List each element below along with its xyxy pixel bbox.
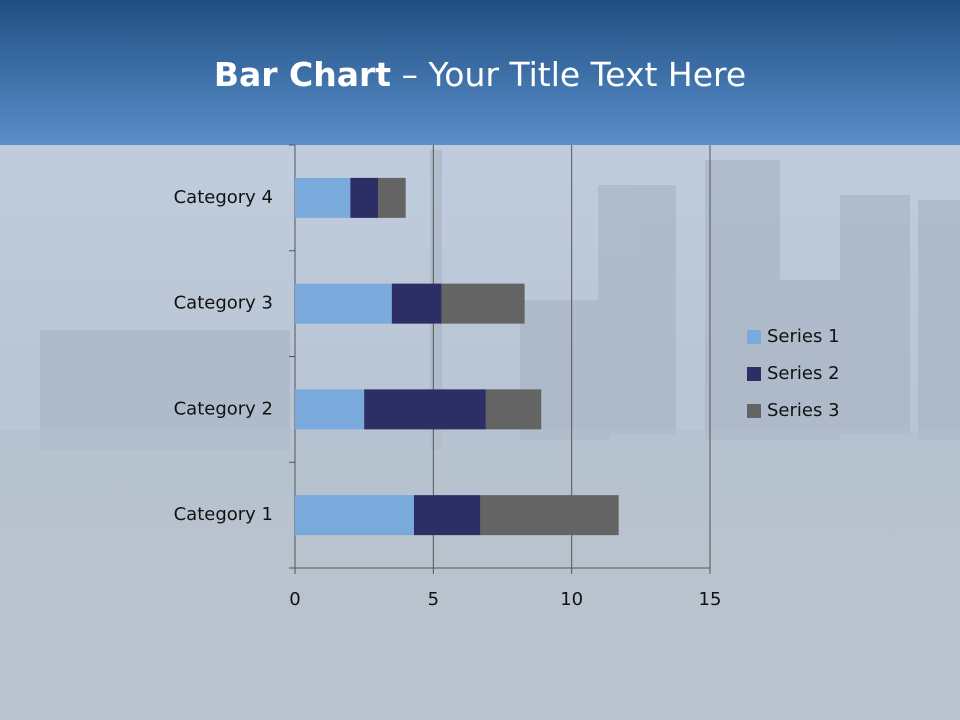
slide-title: Bar Chart – Your Title Text Here (214, 55, 746, 94)
bar-segment (441, 283, 525, 324)
bar-segment (295, 283, 392, 324)
title-bar (0, 0, 960, 145)
bar-segment (350, 177, 378, 218)
legend-label: Series 3 (767, 400, 840, 421)
y-tick-label: Category 4 (174, 187, 273, 208)
bar-segment (364, 389, 486, 430)
legend-label: Series 1 (767, 326, 840, 347)
water-decoration (0, 430, 960, 720)
x-tick-label: 0 (289, 589, 300, 610)
legend-swatch (747, 367, 761, 381)
legend-label: Series 2 (767, 363, 840, 384)
bar-segment (295, 177, 351, 218)
bar-segment (485, 389, 542, 430)
y-tick-label: Category 2 (174, 398, 273, 419)
legend-swatch (747, 330, 761, 344)
x-tick-label: 5 (428, 589, 439, 610)
bar-segment (413, 495, 481, 536)
bar-segment (378, 177, 406, 218)
y-tick-label: Category 3 (174, 293, 273, 314)
legend-swatch (747, 404, 761, 418)
x-tick-label: 10 (560, 589, 583, 610)
title-rest: – Your Title Text Here (391, 55, 746, 94)
title-bold: Bar Chart (214, 55, 391, 94)
y-tick-label: Category 1 (174, 504, 273, 525)
bar-segment (391, 283, 442, 324)
x-tick-label: 15 (699, 589, 722, 610)
bar-segment (295, 389, 365, 430)
bar-segment (295, 495, 414, 536)
bar-segment (480, 495, 619, 536)
